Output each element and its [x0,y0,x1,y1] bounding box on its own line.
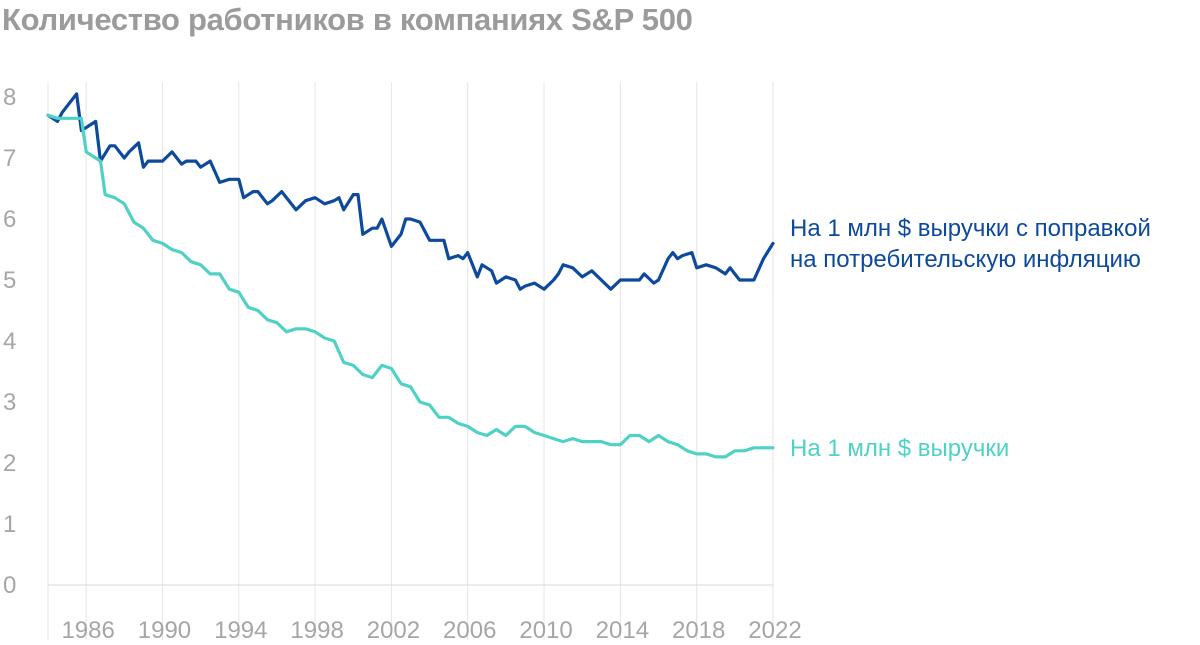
x-tick-label: 1986 [61,617,114,644]
y-tick-label: 1 [3,511,16,538]
y-tick-labels: 0 1 2 3 4 5 6 7 8 [3,84,16,599]
y-tick-label: 2 [3,450,16,477]
series-label-line: на потребительскую инфляцию [790,246,1141,273]
x-tick-labels: 1986 1990 1994 1998 2002 2006 2010 2014 2018 2022 [61,617,801,644]
y-tick-label: 8 [3,84,16,111]
x-tick-label: 1994 [214,617,267,644]
x-tick-label: 1990 [138,617,191,644]
x-tick-label: 2022 [748,617,801,644]
x-tick-label: 2006 [443,617,496,644]
series-label-line: На 1 млн $ выручки [790,435,1009,462]
series-line-1 [46,92,775,291]
series-label-1: На 1 млн $ выручки с поправкой на потреби… [790,215,1151,273]
x-tick-label: 1998 [290,617,343,644]
grid-lines [47,82,774,640]
y-tick-label: 3 [3,389,16,416]
y-tick-label: 5 [3,267,16,294]
x-tick-label: 2002 [367,617,420,644]
y-tick-label: 7 [3,145,16,172]
y-tick-label: 6 [3,206,16,233]
x-tick-label: 2010 [519,617,572,644]
series-lines [46,92,775,459]
y-tick-label: 4 [3,328,16,355]
series-label-line: На 1 млн $ выручки с поправкой [790,215,1151,242]
series-line-2 [46,113,775,459]
chart-title: Количество работников в компаниях S&P 50… [2,2,693,37]
series-label-2: На 1 млн $ выручки [790,435,1009,462]
y-tick-label: 0 [3,572,16,599]
series-labels: На 1 млн $ выручки с поправкой на потреби… [790,215,1151,462]
x-tick-label: 2014 [596,617,649,644]
x-tick-label: 2018 [672,617,725,644]
